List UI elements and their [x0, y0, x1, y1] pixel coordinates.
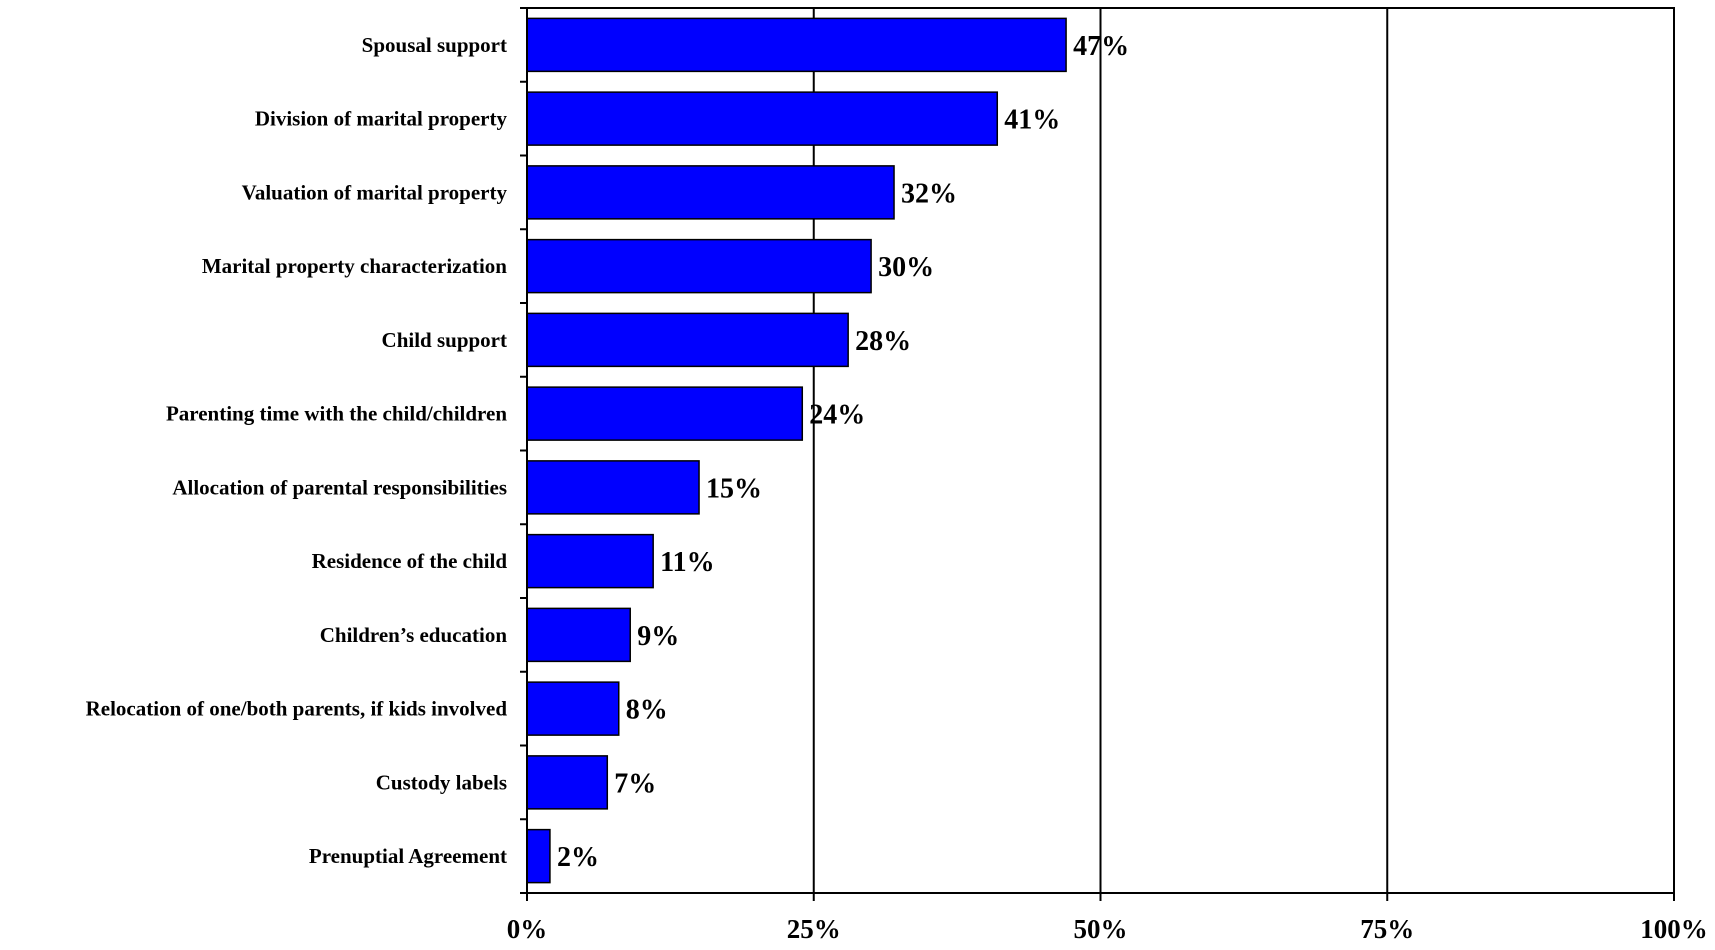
bar: [526, 312, 849, 368]
data-label: 32%: [901, 178, 957, 209]
bar: [526, 386, 804, 441]
bar: [526, 17, 1067, 73]
data-label: 24%: [809, 400, 865, 431]
x-tick-label: 100%: [1640, 914, 1708, 944]
labels: 0% 25% 50% 75% 100% Spousal support 47% Divisio…: [86, 31, 1708, 944]
data-label: 11%: [660, 547, 714, 578]
bar: [526, 533, 654, 589]
bar: [526, 607, 631, 663]
x-tick-label: 25%: [787, 914, 841, 944]
bar: [526, 165, 895, 220]
axes: [520, 7, 1675, 901]
data-label: 41%: [1004, 105, 1060, 136]
bar: [526, 828, 551, 884]
data-label: 8%: [626, 695, 668, 726]
bar: [526, 238, 872, 294]
bar: [526, 755, 609, 810]
category-label: Prenuptial Agreement: [309, 844, 507, 868]
x-tick-label: 75%: [1360, 914, 1414, 944]
category-label: Division of marital property: [255, 107, 508, 131]
data-label: 7%: [614, 768, 656, 799]
category-label: Parenting time with the child/children: [166, 402, 507, 426]
category-label: Relocation of one/both parents, if kids …: [86, 697, 508, 721]
category-label: Residence of the child: [312, 549, 508, 573]
bar: [526, 460, 700, 515]
data-label: 15%: [706, 473, 762, 504]
category-label: Valuation of marital property: [242, 180, 508, 204]
category-label: Children’s education: [320, 623, 508, 647]
category-label: Allocation of parental responsibilities: [172, 475, 507, 499]
category-label: Custody labels: [376, 770, 507, 794]
x-tick-label: 0%: [507, 914, 548, 944]
bars: [526, 17, 1067, 884]
x-tick-label: 50%: [1074, 914, 1128, 944]
category-label: Child support: [382, 328, 507, 352]
category-label: Marital property characterization: [202, 254, 507, 278]
data-label: 47%: [1073, 31, 1129, 62]
bar: [526, 681, 620, 736]
data-label: 30%: [878, 252, 934, 283]
bar: [526, 91, 999, 146]
data-label: 9%: [637, 621, 679, 652]
gridlines: [812, 8, 1389, 893]
data-label: 28%: [855, 326, 911, 357]
data-label: 2%: [557, 842, 599, 873]
category-label: Spousal support: [362, 33, 507, 57]
